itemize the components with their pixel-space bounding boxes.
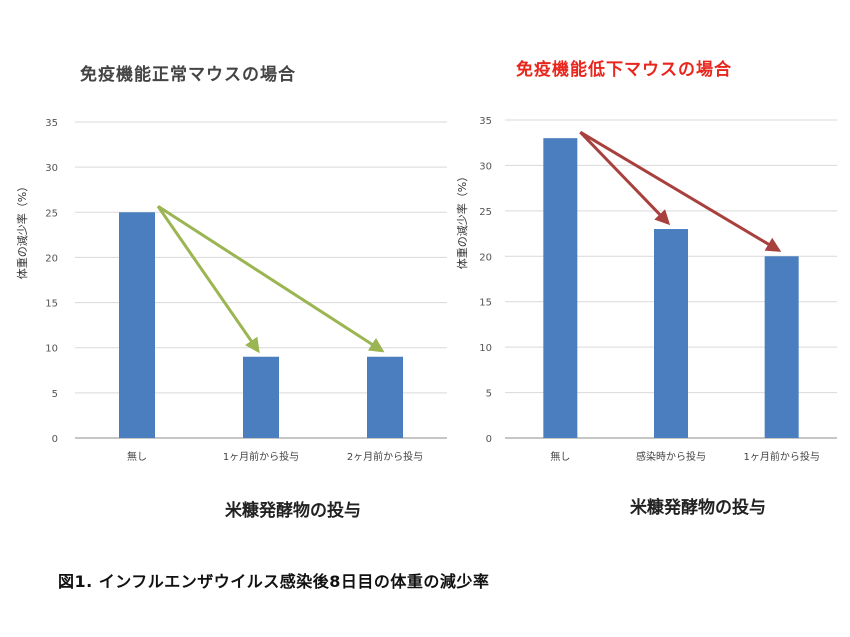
bar	[243, 356, 279, 438]
y-tick-label: 35	[45, 118, 58, 129]
x-tick-label: 2ヶ月前から投与	[347, 450, 423, 463]
x-axis-label-right: 米糠発酵物の投与	[630, 498, 766, 518]
y-tick-label: 25	[479, 207, 492, 218]
bar	[654, 229, 688, 438]
trend-arrow	[579, 131, 671, 226]
x-tick-label: 無し	[550, 450, 570, 463]
y-tick-label: 10	[45, 344, 58, 355]
bar	[764, 256, 799, 438]
y-tick-label: 20	[479, 252, 492, 263]
bar	[119, 212, 155, 438]
y-tick-label: 0	[486, 434, 492, 445]
y-tick-label: 25	[45, 208, 58, 219]
x-axis-label-left: 米糠発酵物の投与	[225, 501, 361, 521]
trend-arrow	[157, 205, 385, 353]
y-tick-label: 30	[45, 163, 58, 174]
x-tick-label: 感染時から投与	[636, 450, 706, 463]
figure-caption: 図1. インフルエンザウイルス感染後8日目の体重の減少率	[58, 572, 490, 591]
chart-title-left: 免疫機能正常マウスの場合	[80, 65, 296, 85]
y-tick-label: 0	[52, 434, 58, 445]
y-tick-label: 15	[45, 299, 58, 310]
trend-arrow	[156, 205, 260, 354]
y-tick-label: 5	[486, 389, 492, 400]
y-tick-label: 5	[52, 389, 58, 400]
x-tick-label: 無し	[127, 450, 147, 463]
bar	[367, 356, 403, 438]
x-tick-label: 1ヶ月前から投与	[743, 450, 819, 463]
y-tick-label: 10	[479, 343, 492, 354]
y-tick-label: 30	[479, 161, 492, 172]
y-tick-label: 20	[45, 253, 58, 264]
y-tick-label: 15	[479, 298, 492, 309]
x-tick-label: 1ヶ月前から投与	[223, 450, 299, 463]
trend-arrow	[579, 130, 782, 252]
y-tick-label: 35	[479, 116, 492, 127]
chart-title-right: 免疫機能低下マウスの場合	[516, 60, 732, 80]
bar	[543, 138, 578, 438]
